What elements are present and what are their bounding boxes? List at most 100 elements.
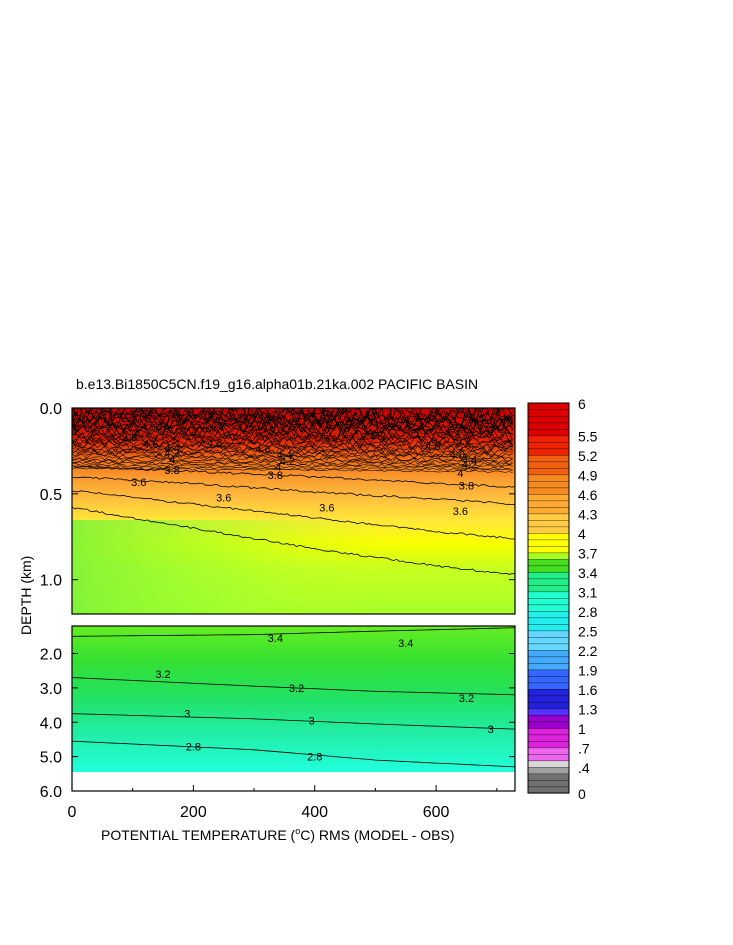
colorbar-label: 4.3 — [578, 507, 598, 523]
contour-label: 3.6 — [216, 492, 231, 504]
contour-label: 3.6 — [131, 477, 146, 489]
colorbar-band — [527, 740, 570, 749]
colorbar-band — [527, 656, 570, 664]
colorbar-band — [527, 526, 570, 534]
colorbar-band — [527, 519, 570, 528]
colorbar-band — [527, 779, 570, 788]
surface-contour-line — [72, 430, 513, 445]
surface-contour-line — [72, 447, 513, 458]
colorbar-band — [527, 428, 570, 437]
surface-contour-line — [72, 442, 513, 454]
x-tick-label: 0 — [68, 804, 77, 821]
colorbar-band — [527, 604, 570, 612]
contour-label: 4 — [275, 461, 281, 473]
lower-panel: 3.4 3.4 3.2 3.2 3.2 3 3 3 2.8 2.8 — [71, 625, 516, 792]
contour-label: 4.2 — [280, 456, 295, 468]
colorbar-label: 2.8 — [578, 604, 598, 620]
colorbar-band — [527, 662, 570, 671]
colorbar-band — [527, 727, 570, 736]
colorbar-frame — [527, 402, 570, 794]
surface-contour-line — [72, 409, 513, 428]
colorbar-band — [527, 506, 570, 515]
contour-label: 2.8 — [186, 741, 201, 753]
lower-panel-empty-region — [72, 772, 515, 791]
x-axis-label: POTENTIAL TEMPERATURE (oC) RMS (MODEL - … — [101, 826, 455, 843]
y-tick-label: 0.0 — [40, 401, 62, 418]
lower-panel-fill — [72, 626, 515, 772]
colorbar-band — [527, 409, 570, 417]
surface-contour-line — [72, 457, 513, 466]
surface-contour-line — [72, 448, 513, 459]
colorbar-band — [527, 480, 570, 489]
colorbar-label: .4 — [578, 760, 590, 776]
contour-label: 3.2 — [155, 669, 170, 681]
colorbar-band — [527, 552, 570, 560]
contour-label: 3 — [184, 709, 190, 721]
colorbar: 6 5.5 5.2 4.9 4.6 4.3 4 3.7 3.4 3.1 2.8 2.5 2.2 1.9 1.… — [527, 396, 598, 802]
contour-label: 3.6 — [453, 506, 468, 518]
y-tick-label: 5.0 — [40, 750, 62, 767]
surface-contour-line — [72, 408, 513, 425]
contour-label: 4.4 — [462, 455, 477, 467]
surface-contour-line — [72, 437, 513, 450]
colorbar-band — [527, 500, 570, 508]
colorbar-band — [527, 578, 570, 586]
colorbar-band — [527, 474, 570, 482]
surface-contour-line — [72, 428, 513, 443]
contour-line-4.6 — [72, 465, 515, 488]
colorbar-band — [527, 773, 570, 781]
colorbar-band — [527, 513, 570, 521]
contour-label: 4.4 — [277, 449, 292, 461]
colorbar-band — [527, 597, 570, 606]
colorbar-band — [527, 753, 570, 762]
contour-label: 3.8 — [122, 432, 137, 444]
contour-line-3.8 — [72, 490, 515, 540]
colorbar-band — [527, 532, 570, 541]
contour-label: 2.8 — [307, 752, 322, 764]
surface-contour-line — [72, 461, 513, 468]
colorbar-band — [527, 454, 570, 463]
colorbar-band — [527, 435, 570, 443]
axes: 0 200 400 600 0.0 0.5 1.0 2.0 3.0 4.0 5.0 6.0 — [40, 401, 515, 821]
upper-panel: 3.84.6 4.44.243.83.64.83.64.6 4.44.243.83.… — [71, 407, 516, 615]
contour-label: 3.6 — [319, 503, 334, 515]
contour-label: 4 — [457, 468, 463, 480]
colorbar-band — [527, 708, 570, 716]
colorbar-band — [527, 721, 570, 729]
colorbar-label: 0 — [578, 786, 586, 802]
chart-title: b.e13.Bi1850C5CN.f19_g16.alpha01b.21ka.0… — [76, 376, 478, 392]
y-axis-label: DEPTH (km) — [18, 556, 34, 635]
colorbar-band — [527, 714, 570, 723]
surface-contour-line — [72, 465, 513, 472]
contour-line-3.4 — [72, 627, 515, 637]
x-tick-label: 400 — [301, 804, 328, 821]
colorbar-band — [527, 487, 570, 495]
contour-line-3.6 — [72, 506, 515, 575]
colorbar-band — [527, 636, 570, 645]
x-tick-label: 600 — [423, 804, 450, 821]
colorbar-label: .7 — [578, 741, 590, 757]
colorbar-label: 3.4 — [578, 565, 598, 581]
colorbar-band — [527, 402, 570, 411]
contour-label: 4.8 — [207, 437, 222, 449]
colorbar-band — [527, 584, 570, 593]
contour-line-3 — [72, 713, 515, 730]
colorbar-band — [527, 701, 570, 710]
colorbar-band — [527, 461, 570, 469]
y-tick-label: 4.0 — [40, 715, 62, 732]
colorbar-band — [527, 539, 570, 547]
contour-label: 3.8 — [164, 465, 179, 477]
y-tick-label: 1.0 — [40, 573, 62, 590]
colorbar-band — [527, 695, 570, 703]
colorbar-band — [527, 675, 570, 684]
contour-label: 3.2 — [459, 693, 474, 705]
colorbar-band — [527, 565, 570, 573]
lower-panel-frame — [71, 625, 516, 792]
colorbar-label: 1.6 — [578, 682, 598, 698]
surface-contour-line — [72, 411, 513, 431]
colorbar-band — [527, 649, 570, 658]
contour-label: 4.4 — [164, 442, 179, 454]
colorbar-band — [527, 422, 570, 430]
colorbar-band — [527, 669, 570, 677]
contour-line-3.2 — [72, 677, 515, 696]
